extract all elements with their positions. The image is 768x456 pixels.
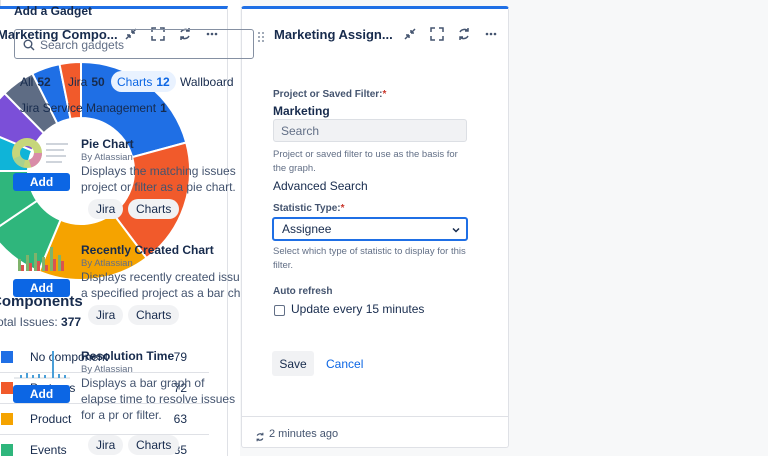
chevron-down-icon (451, 224, 461, 238)
search-gadgets-input[interactable]: Search gadgets (14, 29, 254, 59)
gadget-description: Displays recently created issu a specifi… (81, 270, 241, 300)
gadget-name[interactable]: Recently Created Chart (81, 243, 214, 257)
last-updated: 2 minutes ago (269, 428, 339, 440)
add-button[interactable]: Add (13, 385, 70, 403)
project-help-text: Project or saved filter to use as the ba… (273, 149, 458, 174)
gadget-toolbar (402, 26, 499, 42)
pie-slice[interactable] (0, 199, 62, 273)
add-button[interactable]: Add (13, 173, 70, 191)
advanced-search-link[interactable]: Advanced Search (273, 179, 368, 193)
more-icon[interactable] (483, 26, 499, 42)
pie-chart-thumbnail (12, 138, 68, 168)
more-icon[interactable] (204, 26, 220, 42)
gadget-name[interactable]: Pie Chart (81, 137, 134, 151)
filter-chip-all[interactable]: All 52 (20, 74, 51, 89)
pie-slice[interactable] (80, 60, 188, 159)
refresh-icon[interactable] (255, 429, 265, 447)
filter-chip-jira[interactable]: Jira 50 (68, 74, 105, 89)
gadget-title[interactable]: Marketing Compo... (0, 27, 118, 42)
statistic-help-text: Select which type of statistic to displa… (273, 246, 466, 271)
tag-charts[interactable]: Charts (128, 199, 180, 219)
tag-jira[interactable]: Jira (88, 199, 124, 219)
bar-chart-thumbnail (18, 247, 64, 271)
filter-chip-jsm[interactable]: Jira Service Management 1 (20, 100, 167, 115)
tag-jira[interactable]: Jira (88, 305, 124, 325)
tag-charts[interactable]: Charts (128, 435, 180, 455)
search-icon (23, 38, 35, 56)
gadget-description: Displays the matching issues project or … (81, 164, 236, 194)
pie-slice[interactable] (58, 60, 82, 121)
legend-swatch (1, 413, 13, 425)
expand-icon[interactable] (150, 26, 166, 42)
legend-swatch (1, 382, 13, 394)
drag-handle-icon[interactable] (258, 29, 264, 47)
tag-charts[interactable]: Charts (128, 305, 180, 325)
statistic-type-select[interactable]: Assignee (272, 217, 468, 241)
legend-row[interactable]: No component 79 (0, 341, 209, 372)
project-search-input[interactable]: Search (273, 119, 467, 142)
gadget-description: Displays a bar graph of elapse time to r… (81, 376, 236, 422)
cancel-button[interactable]: Cancel (326, 356, 364, 371)
filter-chip-wallboard[interactable]: Wallboard (180, 74, 234, 89)
pie-chart (0, 60, 191, 281)
resolution-chart-thumbnail (14, 351, 70, 379)
gadget-card-recently-created: Add Recently Created Chart By Atlassian … (12, 243, 252, 343)
gadget-author: By Atlassian (81, 152, 133, 163)
tag-jira[interactable]: Jira (88, 435, 124, 455)
gadget-title[interactable]: Marketing Assign... (274, 27, 393, 42)
assignee-gadget-config: Marketing Assign... Project or Saved Fil… (241, 6, 509, 448)
legend-row[interactable]: Events 35 (0, 434, 209, 456)
gadget-footer: 2 minutes ago (242, 416, 508, 449)
auto-refresh-checkbox[interactable] (274, 305, 285, 316)
project-filter-label: Project or Saved Filter:* (273, 89, 387, 100)
legend-swatch (1, 444, 13, 456)
gadget-card-pie-chart: Add Pie Chart By Atlassian Displays the … (12, 137, 252, 237)
minimize-icon[interactable] (402, 26, 418, 42)
expand-icon[interactable] (429, 26, 445, 42)
save-button[interactable]: Save (272, 351, 314, 376)
legend-swatch (1, 350, 13, 363)
gadget-author: By Atlassian (81, 364, 133, 375)
auto-refresh-label: Auto refresh (273, 286, 333, 297)
add-button[interactable]: Add (13, 279, 70, 297)
add-gadget-title: Add a Gadget (14, 4, 93, 18)
chart-heading: Components (0, 293, 83, 310)
total-issues: Total Issues: 377 (0, 315, 82, 329)
auto-refresh-option[interactable]: Update every 15 minutes (291, 302, 425, 316)
add-gadget-panel: Add a Gadget Search gadgets All 52 Jira 50… (0, 0, 254, 456)
filter-chip-charts[interactable]: Charts 12 (111, 71, 176, 92)
minimize-icon[interactable] (123, 26, 139, 42)
gadget-card-resolution-time: Add Resolution Time By Atlassian Display… (12, 349, 252, 455)
legend-row[interactable]: Product 63 (0, 403, 209, 434)
statistic-type-label: Statistic Type:* (273, 203, 345, 214)
refresh-icon[interactable] (456, 26, 472, 42)
gadget-name[interactable]: Resolution Time (81, 349, 175, 363)
project-value: Marketing (273, 104, 330, 118)
gadget-author: By Atlassian (81, 258, 133, 269)
